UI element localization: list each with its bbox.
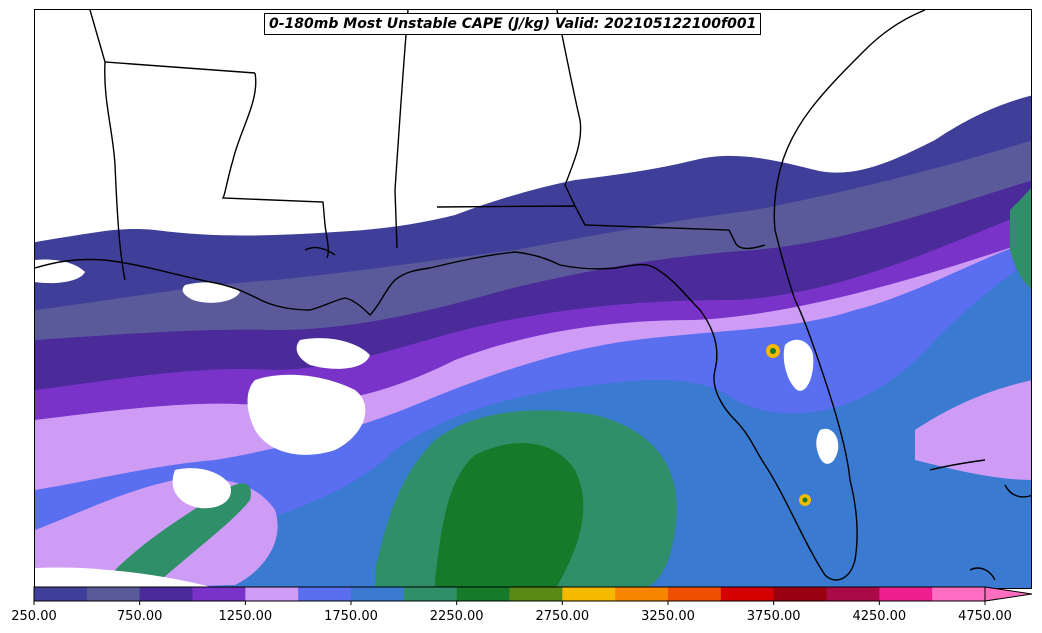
colorbar-tick-label: 750.00 [117, 609, 163, 624]
colorbar-swatch [615, 587, 669, 601]
colorbar-tick-label: 2250.00 [430, 609, 484, 624]
colorbar-swatches [34, 587, 986, 601]
colorbar-swatch [879, 587, 933, 601]
colorbar-swatch [456, 587, 510, 601]
colorbar-swatch [773, 587, 827, 601]
colorbar-tick-label: 2750.00 [535, 609, 589, 624]
state-border [556, 10, 582, 207]
cape-band-east-green [1010, 187, 1031, 289]
colorbar: 250.00 750.00 1250.00 1750.00 2250.00 2750.00… [11, 586, 1033, 624]
colorbar-swatch [562, 587, 616, 601]
cape-map [35, 10, 1031, 588]
colorbar-swatch [34, 587, 88, 601]
colorbar-tick-label: 3250.00 [641, 609, 695, 624]
colorbar-swatch [509, 587, 563, 601]
cape-band-east-lilac [915, 380, 1031, 480]
colorbar-swatch [826, 587, 880, 601]
colorbar-tick-label: 4250.00 [852, 609, 906, 624]
map-title: 0-180mb Most Unstable CAPE (J/kg) Valid:… [264, 13, 762, 35]
map-panel [34, 9, 1032, 589]
colorbar-swatch [139, 587, 193, 601]
colorbar-tick-label: 3750.00 [747, 609, 801, 624]
colorbar-swatch [245, 587, 299, 601]
high-cape-cells [766, 344, 811, 506]
boundary-lines [35, 10, 1031, 581]
colorbar-outline [33, 586, 986, 602]
colorbar-tick-label: 1250.00 [218, 609, 272, 624]
coastline [929, 459, 986, 471]
no-cape-patches [35, 10, 1031, 588]
colorbar-extend-arrow [984, 586, 1033, 602]
cape-fill-layer [35, 10, 1031, 588]
colorbar-swatch [403, 587, 458, 601]
state-border [221, 72, 329, 259]
colorbar-tick-label: 250.00 [11, 609, 57, 624]
colorbar-swatch [298, 587, 352, 601]
coastline [35, 10, 926, 581]
state-border [436, 205, 766, 250]
state-border [104, 61, 126, 281]
colorbar-tick-label: 4750.00 [958, 609, 1012, 624]
coastline [304, 246, 336, 256]
colorbar-swatch [668, 587, 722, 601]
coastline [969, 567, 996, 581]
coastline [1004, 484, 1031, 498]
colorbar-tick-label: 1750.00 [324, 609, 378, 624]
colorbar-swatch [932, 587, 986, 601]
colorbar-swatch [720, 587, 775, 601]
cape-band-2250 [435, 443, 584, 588]
colorbar-swatch [86, 587, 141, 601]
cape-band-sw-green [115, 483, 251, 588]
colorbar-swatch [192, 587, 246, 601]
colorbar-swatch [351, 587, 405, 601]
colorbar-ticks: 250.00 750.00 1250.00 1750.00 2250.00 2750.00… [11, 601, 1012, 624]
